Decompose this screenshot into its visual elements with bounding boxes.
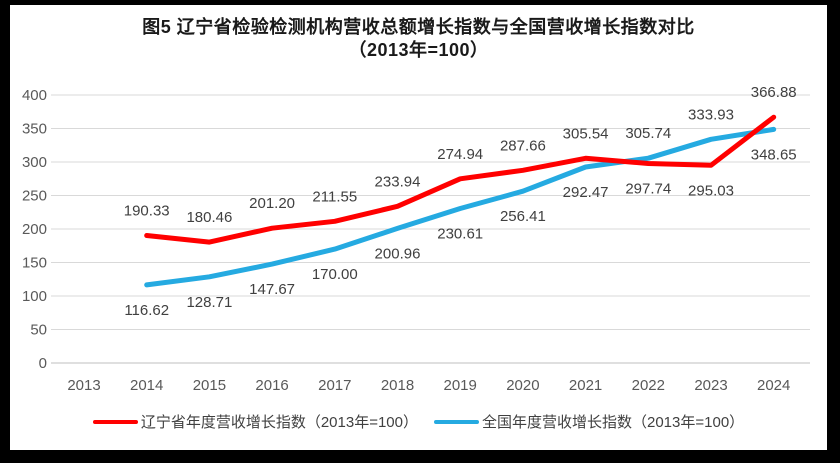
series-line-0 [144, 114, 777, 245]
series-line-1 [144, 126, 777, 288]
x-tick-label: 2014 [130, 377, 163, 394]
chart-canvas: 图5 辽宁省检验检测机构营收总额增长指数与全国营收增长指数对比 （2013年=1… [10, 5, 827, 450]
data-label-series-1: 292.47 [563, 184, 609, 201]
data-label-series-0: 274.94 [437, 146, 483, 163]
x-tick-label: 2020 [506, 377, 539, 394]
x-tick-label: 2016 [255, 377, 288, 394]
y-tick-label: 400 [22, 87, 47, 104]
data-label-series-1: 348.65 [751, 146, 797, 163]
x-tick-label: 2017 [318, 377, 351, 394]
data-label-series-1: 305.74 [625, 125, 671, 142]
x-tick-label: 2013 [67, 377, 100, 394]
chart-title-line1: 图5 辽宁省检验检测机构营收总额增长指数与全国营收增长指数对比 [142, 17, 695, 37]
y-tick-label: 50 [30, 322, 47, 339]
data-label-series-0: 287.66 [500, 137, 546, 154]
chart-title-line2: （2013年=100） [348, 40, 489, 60]
legend-item-1: 全国年度营收增长指数（2013年=100） [434, 411, 744, 432]
data-label-series-0: 190.33 [124, 202, 170, 219]
legend-label-1: 全国年度营收增长指数（2013年=100） [482, 414, 745, 431]
chart-legend: 辽宁省年度营收增长指数（2013年=100） 全国年度营收增长指数（2013年=1… [10, 411, 827, 432]
x-tick-label: 2021 [569, 377, 602, 394]
legend-label-0: 辽宁省年度营收增长指数（2013年=100） [140, 414, 418, 431]
data-label-series-0: 295.03 [688, 182, 734, 199]
y-tick-label: 250 [22, 188, 47, 205]
data-label-series-1: 200.96 [375, 245, 421, 262]
data-label-series-0: 180.46 [186, 209, 232, 226]
data-label-series-0: 233.94 [375, 173, 421, 190]
x-tick-label: 2023 [694, 377, 727, 394]
data-label-series-1: 256.41 [500, 208, 546, 225]
data-label-series-1: 128.71 [186, 294, 232, 311]
y-tick-label: 200 [22, 221, 47, 238]
data-label-series-1: 230.61 [437, 225, 483, 242]
y-tick-label: 150 [22, 255, 47, 272]
y-tick-label: 100 [22, 288, 47, 305]
legend-line-swatch-1 [434, 419, 479, 424]
line-chart-plot-area: 0 50 100 150 200 250 300 350 400 2013 2014 2015 2016… [22, 84, 810, 394]
data-label-series-1: 147.67 [249, 281, 295, 298]
x-tick-label: 2018 [381, 377, 414, 394]
x-tick-label: 2015 [193, 377, 226, 394]
y-tick-label: 0 [39, 355, 47, 372]
chart-title: 图5 辽宁省检验检测机构营收总额增长指数与全国营收增长指数对比 （2013年=1… [10, 16, 827, 62]
y-tick-label: 300 [22, 154, 47, 171]
data-label-series-0: 297.74 [625, 181, 671, 198]
data-label-series-1: 333.93 [688, 106, 734, 123]
data-label-series-1: 116.62 [124, 302, 169, 319]
x-tick-label: 2022 [632, 377, 665, 394]
data-label-series-0: 366.88 [751, 84, 797, 101]
data-label-series-0: 201.20 [249, 195, 295, 212]
x-tick-label: 2019 [444, 377, 477, 394]
x-tick-label: 2024 [757, 377, 790, 394]
legend-item-0: 辽宁省年度营收增长指数（2013年=100） [92, 411, 418, 432]
y-tick-label: 350 [22, 121, 47, 138]
legend-line-swatch-0 [92, 419, 138, 424]
data-label-series-0: 305.54 [563, 125, 609, 142]
data-label-series-0: 211.55 [312, 188, 357, 205]
data-label-series-1: 170.00 [312, 266, 358, 283]
